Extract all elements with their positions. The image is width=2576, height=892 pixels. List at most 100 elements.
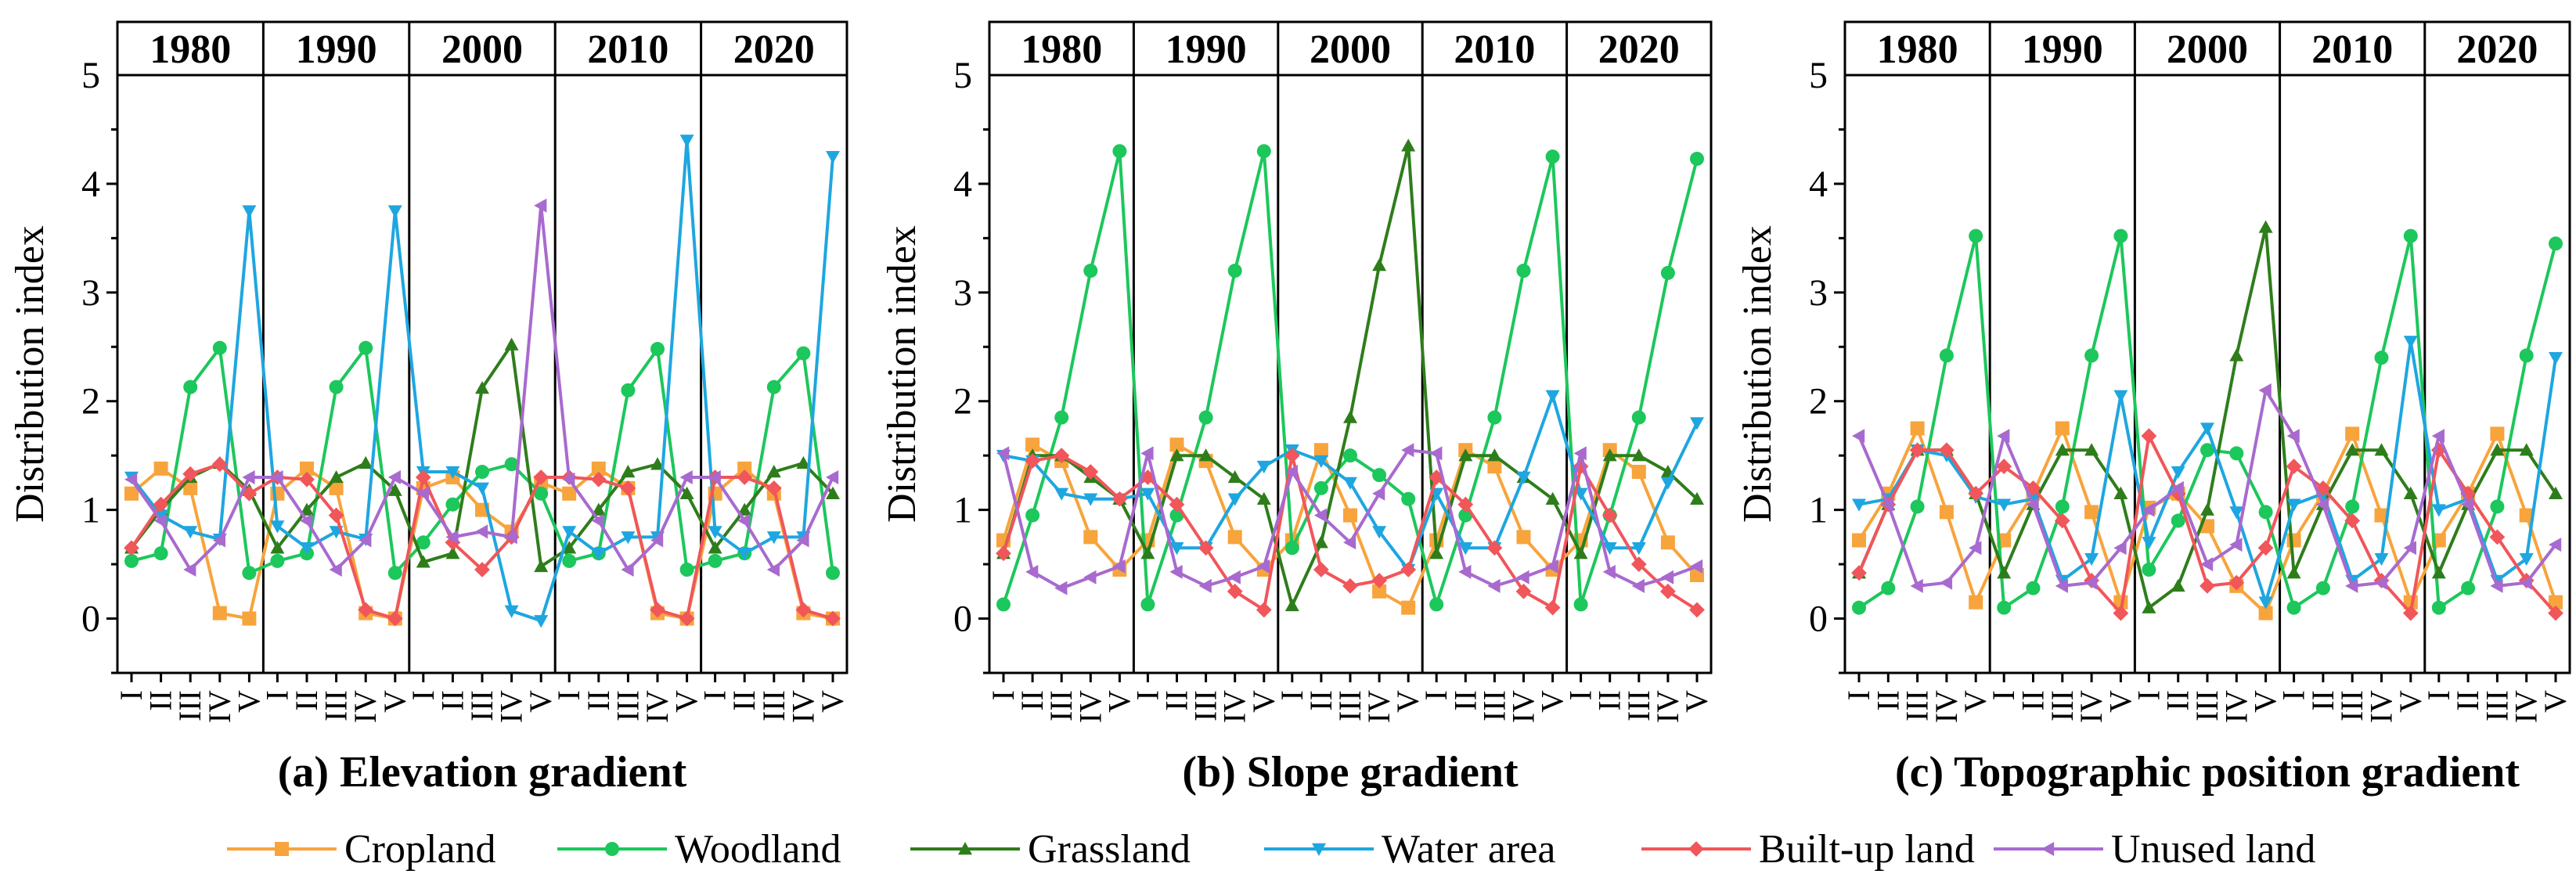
x-tick-label: III <box>1188 690 1223 721</box>
data-point <box>1602 542 1617 556</box>
data-point <box>183 480 198 495</box>
data-point <box>182 466 199 482</box>
data-point <box>387 483 402 496</box>
data-point <box>1939 348 1954 363</box>
year-label: 1980 <box>150 27 231 72</box>
data-point <box>1401 138 1416 152</box>
y-tick-label: 2 <box>1809 381 1828 423</box>
data-point <box>621 465 636 478</box>
x-tick-label: II <box>2160 690 2196 711</box>
data-point <box>1227 493 1242 506</box>
data-point <box>1313 508 1328 523</box>
x-tick-label: V <box>1535 690 1570 713</box>
x-tick-label: II <box>726 690 762 711</box>
data-point <box>1025 453 1040 469</box>
legend-marker <box>958 842 972 855</box>
data-point <box>650 533 664 548</box>
data-point <box>183 379 198 394</box>
y-tick-label: 5 <box>81 55 100 96</box>
x-tick-label: II <box>289 690 324 711</box>
data-point <box>2200 577 2215 594</box>
x-tick-label: V <box>1958 690 1993 713</box>
data-point <box>270 553 285 568</box>
data-point <box>1054 410 1069 425</box>
data-point <box>1343 535 1356 550</box>
panel-1: 1980 1990 2000 2010 2020 0 1 2 3 4 5 Distribution i… <box>8 20 850 797</box>
data-point <box>2431 566 2446 579</box>
series-grassland <box>1852 220 2563 613</box>
data-point <box>1227 530 1242 545</box>
x-tick-label: II <box>1303 690 1338 711</box>
data-point <box>445 530 459 545</box>
data-point <box>124 553 139 568</box>
x-tick-label: IV <box>202 690 237 723</box>
x-tick-label: II <box>434 690 470 711</box>
data-point <box>1400 562 1417 577</box>
data-point <box>2055 578 2068 593</box>
data-point <box>534 198 547 213</box>
data-point <box>1054 448 1070 464</box>
data-point <box>1573 446 1587 461</box>
x-tick-label: I <box>259 690 294 700</box>
data-point <box>1910 578 1923 593</box>
data-point <box>1852 600 1866 615</box>
data-point <box>1545 491 1560 505</box>
data-point <box>504 337 519 351</box>
data-point <box>2026 581 2041 595</box>
x-tick-label: V <box>2102 690 2138 713</box>
x-tick-label: II <box>143 690 178 711</box>
data-point <box>562 486 577 501</box>
data-point <box>1573 546 1588 559</box>
data-point <box>2113 390 2128 403</box>
data-point <box>1516 530 1531 545</box>
series-line <box>1857 388 2557 588</box>
series-grassland <box>124 337 840 573</box>
data-point <box>1516 570 1529 584</box>
data-point <box>1140 469 1156 485</box>
data-point <box>475 524 488 539</box>
data-point <box>1401 491 1416 506</box>
data-point <box>2519 443 2534 456</box>
data-point <box>270 486 285 501</box>
y-tick-label: 5 <box>953 55 972 96</box>
data-point <box>1284 465 1298 480</box>
data-point <box>2200 423 2214 436</box>
data-point <box>1140 446 1154 461</box>
data-point <box>591 513 604 528</box>
data-point <box>242 566 257 581</box>
data-point <box>358 602 374 618</box>
data-point <box>212 606 227 620</box>
x-tick-label: I <box>1129 690 1165 700</box>
data-point <box>2374 508 2389 523</box>
data-point <box>796 533 809 548</box>
panel-title: (c) Topographic position gradient <box>1895 748 2520 797</box>
y-axis-label: Distribution index <box>880 225 924 523</box>
data-point <box>826 486 840 499</box>
data-point <box>1343 477 1357 490</box>
data-point <box>2519 348 2534 363</box>
data-point <box>1169 496 1185 513</box>
x-tick-label: IV <box>1217 690 1252 723</box>
data-point <box>2258 606 2273 620</box>
data-point <box>2258 505 2273 520</box>
x-tick-label: IV <box>494 690 529 723</box>
data-point <box>358 340 373 355</box>
data-point <box>212 340 227 355</box>
data-point <box>1140 546 1155 559</box>
data-point <box>2403 486 2418 499</box>
data-point <box>2461 581 2476 595</box>
data-point <box>1997 566 2012 579</box>
data-point <box>153 513 167 528</box>
data-point <box>1083 530 1098 545</box>
data-point <box>2549 486 2563 499</box>
data-point <box>2286 429 2300 444</box>
data-point <box>2374 552 2389 566</box>
series-built-up-land <box>124 456 841 627</box>
x-tick-label: IV <box>785 690 820 723</box>
data-point <box>1372 526 1387 539</box>
year-label: 1990 <box>1166 27 1247 72</box>
data-point <box>1371 573 1387 588</box>
data-point <box>621 563 634 577</box>
x-tick-label: I <box>551 690 586 700</box>
